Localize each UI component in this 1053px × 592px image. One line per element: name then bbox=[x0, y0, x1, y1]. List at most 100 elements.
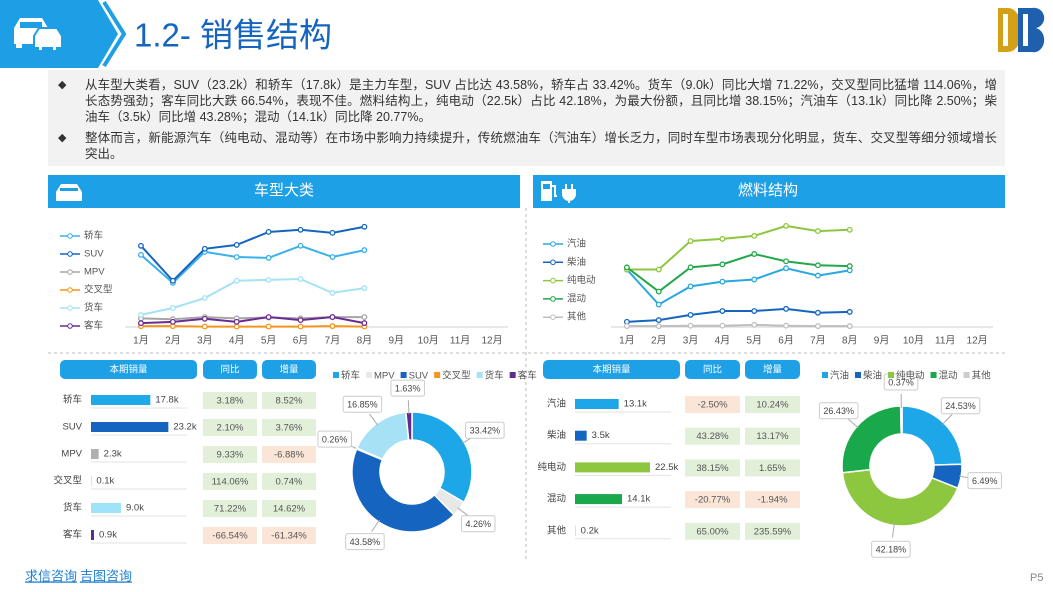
row-label: 其他 bbox=[547, 524, 567, 536]
marker bbox=[201, 245, 208, 252]
pie-slice bbox=[351, 448, 456, 533]
x-tick-label: 3月 bbox=[197, 335, 213, 347]
x-tick-label: 12月 bbox=[967, 335, 988, 347]
pie-slice bbox=[405, 411, 413, 441]
slice-label: 43.58% bbox=[350, 537, 381, 547]
legend-swatch bbox=[509, 372, 516, 378]
value-label: 2.3k bbox=[104, 449, 122, 460]
slice-label: 0.37% bbox=[888, 377, 914, 387]
marker bbox=[233, 241, 240, 248]
x-tick-label: 7月 bbox=[325, 335, 341, 347]
table-cell bbox=[745, 396, 800, 413]
legend-label: 轿车 bbox=[84, 230, 103, 242]
panel-header bbox=[533, 175, 1005, 208]
row-label: 混动 bbox=[547, 494, 566, 505]
marker bbox=[329, 254, 336, 260]
table-cell-text: 8.52% bbox=[276, 396, 303, 407]
table-cell bbox=[203, 527, 257, 544]
slice-label: 26.43% bbox=[823, 406, 854, 416]
table-cell bbox=[262, 527, 316, 544]
bar bbox=[91, 503, 121, 513]
marker bbox=[201, 323, 208, 330]
label-box bbox=[460, 515, 496, 533]
label-box bbox=[871, 540, 911, 558]
value-label: 23.2k bbox=[173, 422, 196, 433]
marker bbox=[138, 320, 144, 327]
table-cell bbox=[685, 522, 740, 540]
table-cell bbox=[745, 459, 800, 477]
table-cell bbox=[203, 419, 257, 436]
marker bbox=[814, 272, 821, 279]
table-cell-text: 2.10% bbox=[217, 423, 244, 434]
x-tick-label: 10月 bbox=[418, 335, 439, 347]
table-cell-text: 10.24% bbox=[756, 400, 789, 411]
legend-swatch bbox=[67, 251, 73, 257]
legend-label: 混动 bbox=[567, 293, 586, 304]
label-box bbox=[940, 397, 981, 415]
panel-header bbox=[48, 175, 520, 208]
marker bbox=[687, 322, 694, 329]
table-cell-text: -2.50% bbox=[697, 400, 728, 411]
marker bbox=[655, 288, 662, 295]
marker bbox=[814, 309, 821, 316]
marker bbox=[233, 254, 240, 260]
legend-label: 货车 bbox=[485, 370, 504, 382]
table-cell-text: 3.76% bbox=[276, 423, 303, 434]
marker bbox=[169, 318, 176, 325]
table-cell-text: 71.22% bbox=[214, 504, 247, 515]
legend-swatch bbox=[400, 372, 407, 378]
legend-label: 纯电动 bbox=[896, 370, 925, 382]
slice-label: 1.63% bbox=[395, 383, 421, 393]
x-tick-label: 9月 bbox=[389, 335, 405, 347]
row-label: 汽油 bbox=[547, 398, 566, 410]
bar bbox=[575, 494, 622, 505]
legend-swatch bbox=[67, 305, 73, 311]
series-line bbox=[140, 225, 365, 283]
panel-title: 车型大类 bbox=[254, 182, 314, 199]
label-box bbox=[317, 430, 352, 448]
table-cell-text: 235.59% bbox=[754, 526, 792, 537]
legend-label: 交叉型 bbox=[442, 370, 471, 382]
series-line bbox=[626, 307, 850, 323]
marker bbox=[783, 222, 790, 229]
marker bbox=[329, 314, 336, 321]
value-label: 17.8k bbox=[155, 395, 178, 406]
value-label: 14.1k bbox=[627, 494, 650, 505]
x-tick-label: 1月 bbox=[619, 335, 635, 347]
table-header bbox=[685, 360, 740, 379]
series-line bbox=[140, 316, 365, 325]
marker bbox=[265, 276, 272, 283]
table-cell-text: -61.34% bbox=[271, 531, 307, 542]
pie-slice bbox=[411, 411, 473, 504]
legend-swatch bbox=[822, 372, 828, 378]
table-header-label: 同比 bbox=[220, 364, 239, 376]
footer-link[interactable]: 求信咨询 bbox=[25, 568, 77, 583]
marker bbox=[687, 283, 694, 290]
x-tick-label: 11月 bbox=[935, 335, 955, 347]
table-header bbox=[262, 360, 316, 379]
legend-label: 轿车 bbox=[341, 370, 360, 382]
page-title: 1.2- 销售结构 bbox=[134, 17, 332, 54]
table-cell-text: 65.00% bbox=[696, 526, 729, 537]
marker bbox=[169, 277, 176, 284]
footer-link[interactable]: 吉图咨询 bbox=[80, 568, 132, 583]
table-cell bbox=[203, 392, 257, 409]
bar bbox=[575, 430, 587, 441]
bar bbox=[91, 422, 169, 432]
slice-label: 4.26% bbox=[465, 519, 491, 529]
marker bbox=[719, 308, 726, 314]
chevron bbox=[102, 0, 127, 68]
series-line bbox=[626, 252, 850, 293]
marker bbox=[623, 323, 630, 330]
marker bbox=[783, 265, 790, 272]
legend-swatch bbox=[366, 372, 373, 378]
table-cell bbox=[685, 459, 740, 477]
marker bbox=[361, 223, 368, 230]
x-tick-label: 5月 bbox=[261, 335, 277, 347]
x-tick-label: 1月 bbox=[133, 335, 149, 347]
table-cell bbox=[262, 500, 316, 517]
x-tick-label: 6月 bbox=[778, 335, 794, 347]
bar bbox=[91, 449, 99, 459]
